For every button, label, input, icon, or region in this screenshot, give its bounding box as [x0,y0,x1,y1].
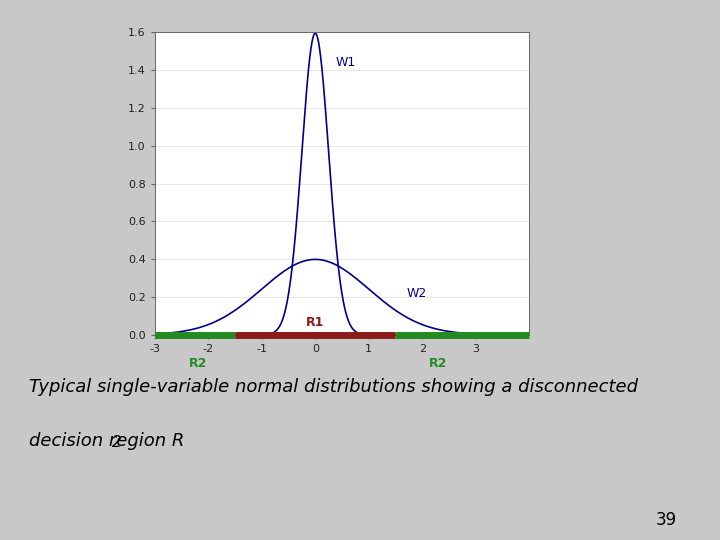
Text: R1: R1 [306,316,325,329]
Text: W2: W2 [406,287,426,300]
Text: decision region R: decision region R [29,432,184,450]
Text: 39: 39 [656,511,677,529]
Text: Typical single-variable normal distributions showing a disconnected: Typical single-variable normal distribut… [29,378,638,396]
Text: 2: 2 [112,435,122,450]
Text: R2: R2 [429,357,447,370]
Text: W1: W1 [336,56,356,70]
Text: R2: R2 [189,357,207,370]
